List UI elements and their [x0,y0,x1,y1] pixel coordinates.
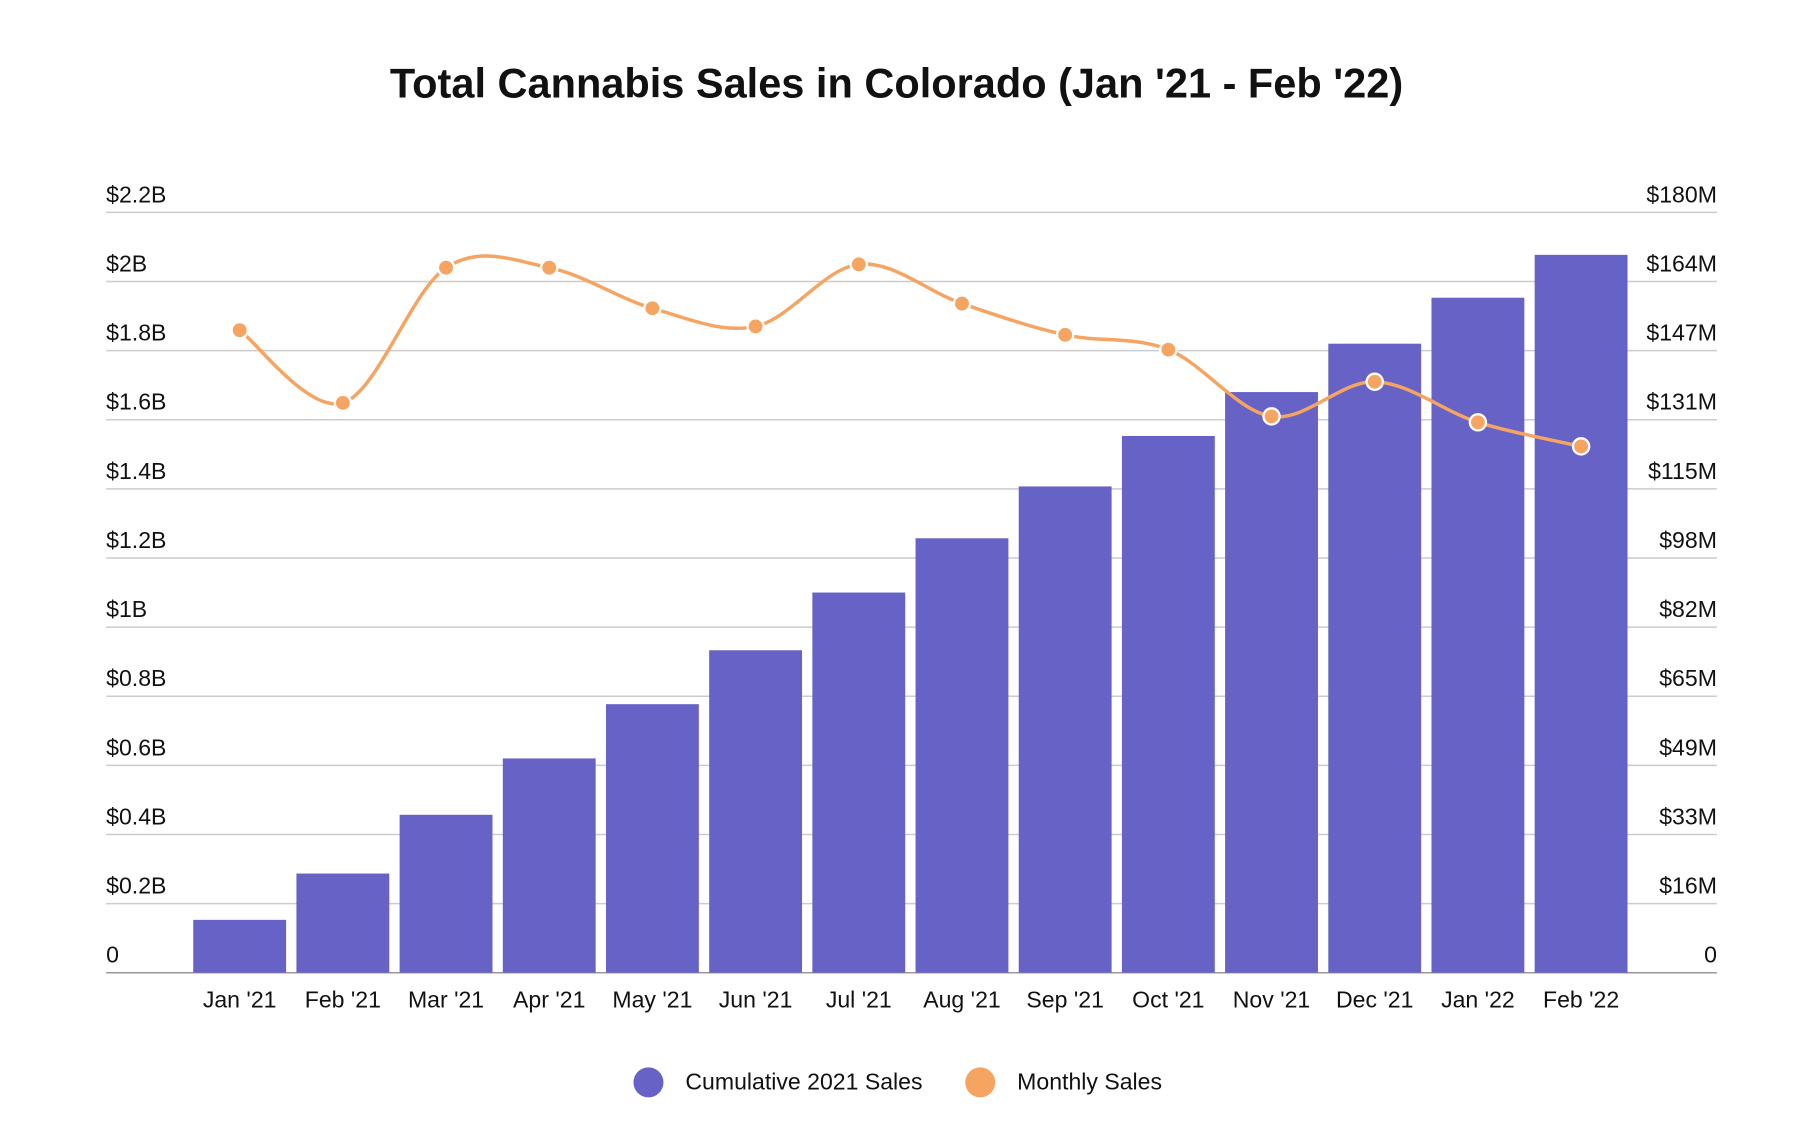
line-marker [643,299,662,318]
line-marker [746,317,765,336]
x-tick-label: Jan '22 [1441,987,1515,1013]
x-tick-label: Mar '21 [408,987,484,1013]
x-tick-label: Dec '21 [1336,987,1413,1013]
y-tick-label: $0.8B [106,665,166,691]
y-tick-label: 0 [106,942,119,968]
legend-label: Monthly Sales [1017,1069,1162,1095]
line-marker [1571,437,1591,456]
x-tick-label: Feb '22 [1543,987,1619,1013]
x-tick-label: Oct '21 [1132,987,1204,1013]
x-tick-label: Feb '21 [305,987,381,1013]
bar [399,814,493,973]
bar [915,538,1009,973]
line-marker [230,320,249,340]
bar [193,919,287,973]
y2-tick-label: $33M [1659,803,1717,829]
line-marker [849,255,869,274]
y-tick-label: $2.2B [106,181,166,207]
x-tick-label: Jan '21 [203,987,277,1013]
line-marker [1365,372,1384,391]
bar [502,758,596,973]
bar [1328,343,1422,973]
x-tick-label: Jul '21 [826,987,892,1013]
line-marker [1262,407,1281,426]
legend-marker [633,1067,664,1098]
legend-marker [965,1067,996,1098]
y-tick-label: $0.4B [106,803,166,829]
y2-tick-label: $115M [1648,458,1717,484]
y2-tick-label: $82M [1659,596,1717,622]
x-tick-label: Sep '21 [1026,987,1104,1013]
x-tick-label: Jun '21 [719,987,793,1013]
y-tick-label: $0.2B [106,873,166,899]
x-tick-label: Nov '21 [1233,987,1310,1013]
legend-label: Cumulative 2021 Sales [685,1069,922,1095]
y2-tick-label: $98M [1659,527,1717,553]
y-tick-label: $1.2B [106,527,166,553]
y2-tick-label: $131M [1646,389,1717,415]
line-marker [333,393,353,413]
y2-tick-label: $164M [1646,250,1717,276]
y-tick-label: $0.6B [106,734,166,760]
y2-tick-label: $16M [1659,873,1717,899]
x-tick-label: Apr '21 [513,987,585,1013]
y2-tick-label: $180M [1646,181,1717,207]
bar [1018,486,1112,973]
x-tick-label: Aug '21 [923,987,1001,1013]
y2-tick-label: 0 [1704,942,1717,968]
y-tick-label: $1.8B [106,320,166,346]
line-marker [1468,413,1488,432]
line-marker [539,258,559,277]
y-tick-label: $1B [106,596,147,622]
line-marker [1159,340,1178,359]
bar [1225,392,1318,973]
y2-tick-label: $49M [1659,734,1717,760]
bar [1431,297,1525,973]
chart-title: Total Cannabis Sales in Colorado (Jan '2… [390,60,1403,107]
bar [709,650,803,973]
bar [812,592,906,973]
y-tick-label: $1.6B [106,389,166,415]
y-tick-label: $1.4B [106,458,166,484]
y2-tick-label: $147M [1646,320,1717,346]
bar [605,704,699,973]
bar [296,873,390,973]
bar [1534,254,1628,973]
line-marker [1055,325,1075,345]
y2-tick-label: $65M [1659,665,1717,691]
y-tick-label: $2B [106,250,147,276]
line-marker [436,258,456,277]
x-tick-label: May '21 [612,987,692,1013]
bar [1121,435,1215,973]
line-marker [952,294,972,313]
